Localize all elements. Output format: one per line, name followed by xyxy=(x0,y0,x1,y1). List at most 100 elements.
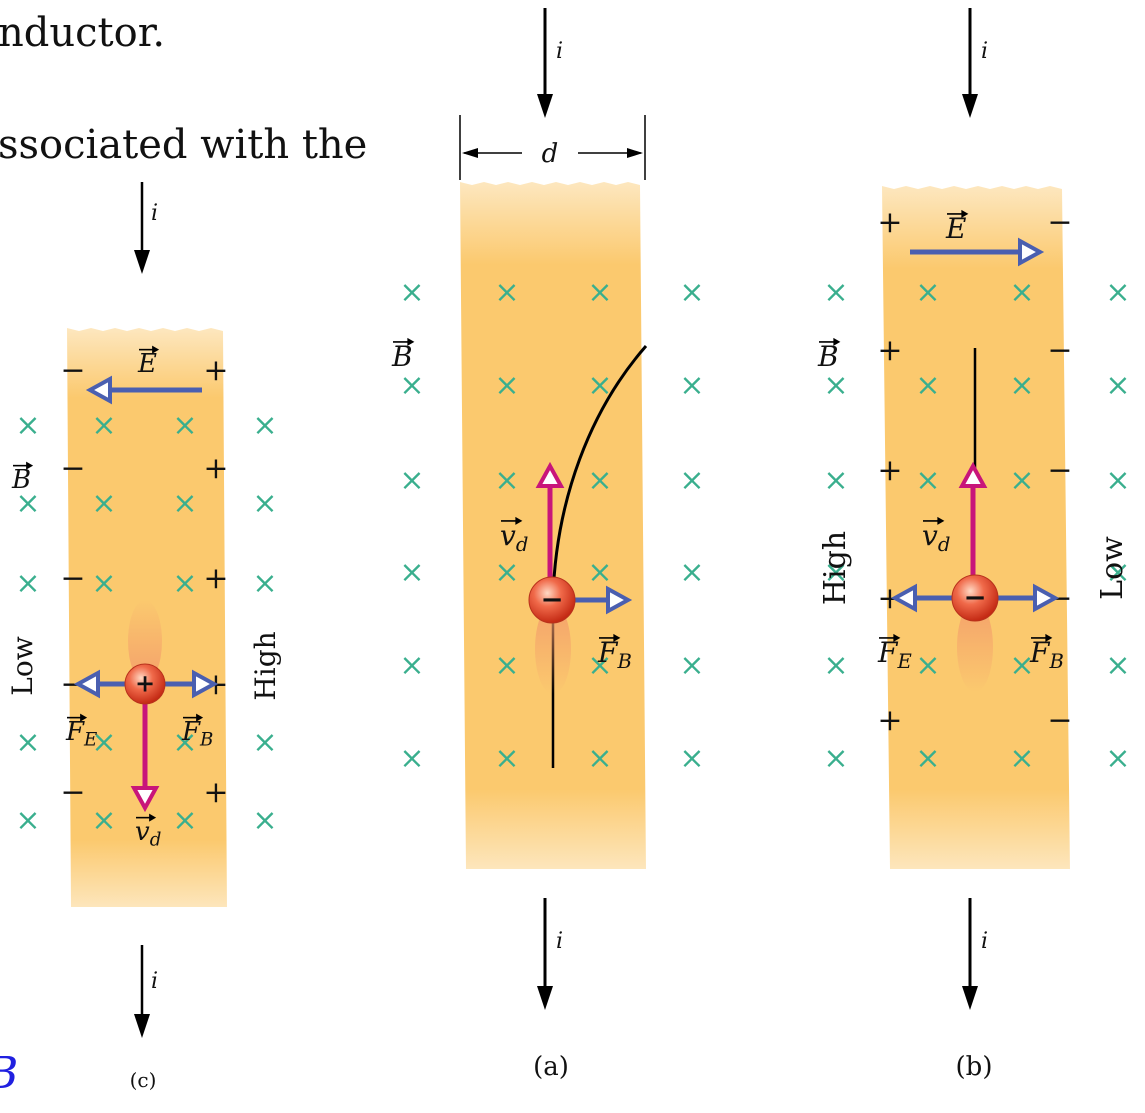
panel-a-field-x-mark: × xyxy=(679,275,704,310)
panel-c-field-x-mark: × xyxy=(252,486,277,521)
panel-c-field-x-mark: × xyxy=(252,408,277,443)
panel-b-field-x-mark: × xyxy=(1009,463,1034,498)
svg-text:−: − xyxy=(963,581,986,614)
panel-c-charge-trail xyxy=(128,600,162,682)
panel-a-field-x-mark: × xyxy=(494,555,519,590)
panel-c-caption: (c) xyxy=(130,1068,157,1092)
panel-a-field-x-mark: × xyxy=(399,368,424,403)
panel-b-left-surface-charge: + xyxy=(877,703,902,738)
panel-a-field-x-mark: × xyxy=(494,741,519,776)
panel-c-b-field-label: B xyxy=(11,461,34,495)
panel-a-field-x-mark: × xyxy=(679,741,704,776)
panel-c-current-label-bottom: i xyxy=(151,969,158,994)
panel-b-field-x-mark: × xyxy=(1105,463,1130,498)
panel-c-current-arrow-top xyxy=(134,182,150,274)
panel-c-positive-charge: + xyxy=(124,663,166,705)
panel-c-field-x-mark: × xyxy=(91,408,116,443)
panel-a-current-arrow-bottom xyxy=(537,898,553,1010)
panel-b-field-x-mark: × xyxy=(823,648,848,683)
panel-b-e-field-arrow xyxy=(910,237,1045,267)
panel-b-current-label-bottom: i xyxy=(981,929,988,954)
panel-c-velocity-arrow xyxy=(130,690,160,813)
panel-b-right-surface-charge: − xyxy=(1047,205,1072,240)
panel-b-right-potential-label: Low xyxy=(1095,536,1130,600)
panel-b-field-x-mark: × xyxy=(915,275,940,310)
panel-b-field-x-mark: × xyxy=(823,463,848,498)
svg-text:FB: FB xyxy=(181,717,213,751)
panel-c-field-x-mark: × xyxy=(252,725,277,760)
panel-c-left-surface-charge: − xyxy=(60,561,85,596)
panel-b-field-x-mark: × xyxy=(1105,648,1130,683)
panel-c-right-surface-charge: + xyxy=(203,561,228,596)
panel-c-e-field-label: E xyxy=(137,345,160,379)
panel-a-field-x-mark: × xyxy=(399,275,424,310)
panel-b-field-x-mark: × xyxy=(915,463,940,498)
panel-b-field-x-mark: × xyxy=(823,741,848,776)
panel-c-left-potential-label: Low xyxy=(6,636,39,695)
panel-a-field-x-mark: × xyxy=(679,463,704,498)
panel-b-current-arrow-top xyxy=(962,8,978,118)
panel-a-caption: (a) xyxy=(533,1052,569,1082)
panel-c-field-x-mark: × xyxy=(172,803,197,838)
panel-b-conductor-strip xyxy=(882,186,1070,872)
svg-text:E: E xyxy=(137,349,157,379)
panel-c-current-arrow-bottom xyxy=(134,945,150,1038)
panel-c-field-x-mark: × xyxy=(91,486,116,521)
panel-b-field-x-mark: × xyxy=(1105,555,1130,590)
panel-b-negative-charge: − xyxy=(951,574,999,622)
panel-c-field-x-mark: × xyxy=(172,408,197,443)
panel-a-curved-path xyxy=(551,345,648,599)
panel-a-current-label-top: i xyxy=(556,39,563,64)
panel-b-b-field-label: B xyxy=(817,337,841,373)
panel-c-field-x-mark: × xyxy=(172,725,197,760)
background-text-line-1: nductor. xyxy=(0,10,166,56)
panel-b-field-x-mark: × xyxy=(1009,275,1034,310)
panel-c-right-surface-charge: + xyxy=(203,353,228,388)
panel-c-field-x-mark: × xyxy=(15,803,40,838)
panel-b-field-x-mark: × xyxy=(1105,368,1130,403)
background-text-line-2: ssociated with the xyxy=(0,122,368,168)
panel-b-caption: (b) xyxy=(956,1052,993,1082)
panel-b-right-surface-charge: − xyxy=(1047,703,1072,738)
svg-text:+: + xyxy=(135,669,155,698)
panel-a-field-x-mark: × xyxy=(679,648,704,683)
panel-a-current-label-bottom: i xyxy=(556,929,563,954)
svg-text:B: B xyxy=(817,340,839,373)
panel-c-left-surface-charge: − xyxy=(60,353,85,388)
panel-a-field-x-mark: × xyxy=(679,368,704,403)
panel-b-field-x-mark: × xyxy=(1009,648,1034,683)
panel-c-right-potential-label: High xyxy=(249,631,282,700)
panel-c-field-x-mark: × xyxy=(15,408,40,443)
panel-a-field-x-mark: × xyxy=(399,463,424,498)
panel-b-field-x-mark: × xyxy=(915,368,940,403)
svg-text:−: − xyxy=(540,583,563,616)
panel-b-left-potential-label: High xyxy=(818,531,853,605)
panel-b-field-x-mark: × xyxy=(823,275,848,310)
panel-c-field-x-mark: × xyxy=(252,566,277,601)
panel-b-field-x-mark: × xyxy=(915,648,940,683)
panel-a-field-x-mark: × xyxy=(494,648,519,683)
panel-a-charge-trail xyxy=(535,604,571,694)
panel-b-field-x-mark: × xyxy=(1105,741,1130,776)
panel-b-field-x-mark: × xyxy=(1105,275,1130,310)
panel-b-e-field-label: E xyxy=(945,209,969,245)
panel-c-right-surface-charge: + xyxy=(203,775,228,810)
panel-c-vd-label: vd xyxy=(135,813,161,851)
panel-a-field-x-mark: × xyxy=(399,648,424,683)
panel-b-left-surface-charge: + xyxy=(877,205,902,240)
panel-a-b-field-label: B xyxy=(391,337,415,373)
panel-c-current-label-top: i xyxy=(151,201,158,226)
panel-c-field-x-mark: × xyxy=(91,725,116,760)
panel-b-field-x-mark: × xyxy=(823,368,848,403)
panel-b-current-label-top: i xyxy=(981,39,988,64)
svg-text:B: B xyxy=(11,465,31,495)
panel-a-vd-label: vd xyxy=(500,516,528,556)
panel-c-field-x-mark: × xyxy=(172,486,197,521)
svg-text:E: E xyxy=(945,212,966,245)
panel-c-left-surface-charge: − xyxy=(60,775,85,810)
panel-a-field-x-mark: × xyxy=(587,275,612,310)
panel-b-right-surface-charge: − xyxy=(1047,453,1072,488)
panel-c-field-x-mark: × xyxy=(15,725,40,760)
panel-c-field-x-mark: × xyxy=(91,566,116,601)
